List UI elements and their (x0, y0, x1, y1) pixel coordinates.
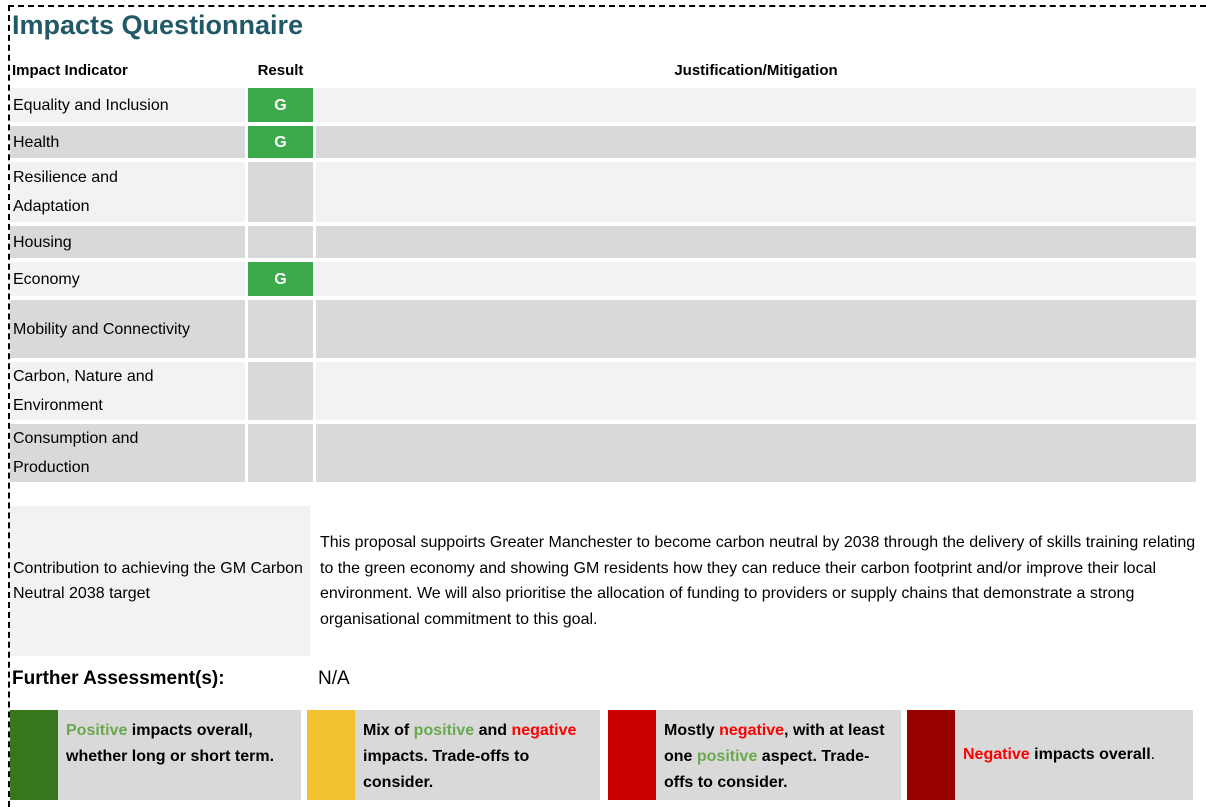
legend-segment: Mostly (664, 722, 720, 739)
result-cell: G (248, 126, 313, 158)
justification-cell (316, 362, 1196, 420)
indicator-cell: Consumption and Production (10, 424, 245, 482)
justification-cell (316, 300, 1196, 358)
legend-swatch (10, 710, 58, 800)
indicator-cell: Housing (10, 226, 245, 258)
indicator: Carbon, Nature and Environment (13, 368, 154, 414)
legend-segment: negative (719, 722, 785, 739)
legend-text: Positive impacts overall, whether long o… (58, 710, 301, 800)
justification-cell (316, 126, 1196, 158)
dashed-border (8, 5, 10, 807)
legend-segment: impacts overall (1029, 746, 1151, 763)
contribution-label: Contribution to achieving the GM Carbon … (10, 506, 310, 656)
legend-segment: negative (511, 722, 577, 739)
header: Result (257, 62, 304, 79)
indicator: Health (13, 133, 60, 151)
indicator-cell: Economy (10, 262, 245, 296)
legend-segment: Mix of (363, 722, 414, 739)
legend-segment: and (474, 722, 512, 739)
legend-swatch (608, 710, 656, 800)
legend-segment: . (1150, 746, 1156, 763)
legend-segment: impacts. Trade-offs to consider. (363, 722, 581, 791)
result-cell (248, 362, 313, 420)
legend-segment: Negative (963, 746, 1030, 763)
indicator: Consumption and Production (13, 430, 139, 476)
legend-label: Mix of positive and negative impacts. Tr… (363, 722, 581, 791)
indicator: Resilience and Adaptation (13, 169, 118, 215)
result-cell (248, 424, 313, 482)
justification-cell (316, 162, 1196, 222)
legend-label: Negative impacts overall. (963, 742, 1155, 768)
indicator: Mobility and Connectivity (13, 320, 190, 338)
legend-segment: positive (413, 722, 475, 739)
legend-segment: Positive (66, 722, 128, 739)
legend-swatch (907, 710, 955, 800)
justification-cell (316, 424, 1196, 482)
result-cell (248, 300, 313, 358)
legend-label: Mostly negative, with at least one posit… (664, 722, 889, 791)
indicator-cell: Mobility and Connectivity (10, 300, 245, 358)
legend-text: Mix of positive and negative impacts. Tr… (355, 710, 600, 800)
further-label: Further Assessment(s): (12, 668, 225, 689)
result-cell (248, 226, 313, 258)
legend-segment: positive (696, 748, 758, 765)
indicator: Economy (13, 270, 80, 288)
title: Impacts Questionnaire (12, 10, 304, 40)
indicator-cell: Health (10, 126, 245, 158)
further-value: N/A (318, 668, 350, 689)
legend-segment: , with at least one (664, 722, 889, 765)
justification-cell (316, 88, 1196, 122)
legend-text: Mostly negative, with at least one posit… (656, 710, 901, 800)
legend-segment: aspect. Trade-offs to consider. (664, 748, 870, 791)
justification-cell (316, 226, 1196, 258)
result-cell (248, 162, 313, 222)
indicator: Housing (13, 233, 72, 251)
legend-segment: impacts overall, whether long or short t… (66, 722, 275, 765)
indicator-cell: Equality and Inclusion (10, 88, 245, 122)
dashed-border (8, 5, 1206, 7)
indicator-cell: Carbon, Nature and Environment (10, 362, 245, 420)
result-cell: G (248, 262, 313, 296)
indicator: Equality and Inclusion (13, 96, 169, 114)
legend-label: Positive impacts overall, whether long o… (66, 722, 274, 765)
indicator-cell: Resilience and Adaptation (10, 162, 245, 222)
legend-swatch (307, 710, 355, 800)
legend-text: Negative impacts overall. (955, 710, 1193, 800)
header: Impact Indicator (12, 62, 128, 79)
contribution-text: This proposal suppoirts Greater Manchest… (320, 534, 1196, 628)
justification-cell (316, 262, 1196, 296)
header: Justification/Mitigation (674, 62, 838, 79)
result-cell: G (248, 88, 313, 122)
